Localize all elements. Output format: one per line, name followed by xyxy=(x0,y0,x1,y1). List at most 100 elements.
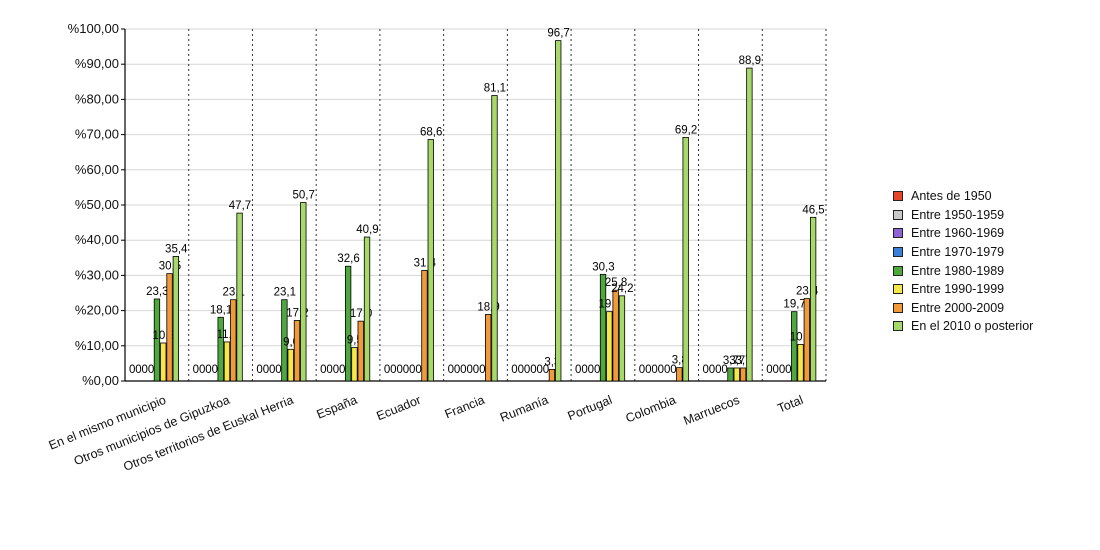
legend-swatch xyxy=(893,209,903,220)
data-label: 81,1 xyxy=(484,83,506,95)
bar xyxy=(618,295,626,382)
data-label: 32,6 xyxy=(337,253,359,265)
data-label: 0 xyxy=(537,364,543,376)
data-label: 0 xyxy=(530,364,536,376)
legend-swatch xyxy=(893,247,903,258)
bar xyxy=(357,320,364,382)
bar xyxy=(599,273,607,382)
data-label: 0 xyxy=(199,364,205,376)
legend-label: Entre 1970-1979 xyxy=(911,245,1005,260)
data-label: 0 xyxy=(454,364,460,376)
y-tick-label: %80,00 xyxy=(75,91,119,106)
data-label: 0 xyxy=(779,364,785,376)
data-label: 0 xyxy=(479,364,485,376)
legend-swatch xyxy=(893,321,903,332)
data-label: 0 xyxy=(415,364,421,376)
legend-label: Antes de 1950 xyxy=(911,189,992,204)
data-label: 0 xyxy=(333,364,339,376)
bar xyxy=(746,67,753,382)
data-label: 0 xyxy=(263,364,269,376)
bar xyxy=(485,314,492,382)
y-tick-label: %70,00 xyxy=(75,127,119,142)
data-label: 0 xyxy=(518,364,524,376)
bar xyxy=(172,255,180,382)
data-label: 0 xyxy=(702,364,708,376)
data-label: 0 xyxy=(670,364,676,376)
data-label: 18,1 xyxy=(210,304,232,316)
legend-item: Entre 1980-1989 xyxy=(893,261,1033,280)
legend-label: En el 2010 o posterior xyxy=(911,319,1034,334)
bar xyxy=(223,341,231,382)
legend-label: Entre 2000-2009 xyxy=(911,300,1005,315)
data-label: 0 xyxy=(320,364,326,376)
bar xyxy=(160,342,167,382)
y-tick-label: %90,00 xyxy=(75,56,119,71)
bar xyxy=(606,311,613,382)
bar xyxy=(548,368,556,382)
data-label: 23,1 xyxy=(274,287,296,299)
y-tick-label: %0,00 xyxy=(82,373,119,388)
bar xyxy=(739,367,747,382)
data-label: 0 xyxy=(409,364,415,376)
data-label: 0 xyxy=(460,364,466,376)
data-label: 0 xyxy=(473,364,479,376)
data-label: 0 xyxy=(212,364,218,376)
data-label: 0 xyxy=(588,364,594,376)
legend-swatch xyxy=(893,191,903,202)
x-tick-label: Portugal xyxy=(566,393,614,423)
bar xyxy=(809,216,817,382)
bar-chart: %0,00 %10,00 %20,00 %30,00 %40,00 %50,00 %60,0… xyxy=(47,21,827,474)
data-label: 46,5 xyxy=(802,204,824,216)
data-label: 0 xyxy=(448,364,454,376)
data-label: 19,7 xyxy=(783,299,805,311)
bar xyxy=(733,367,740,382)
x-tick-label: España xyxy=(315,393,360,422)
bar xyxy=(300,202,307,382)
data-label: 0 xyxy=(466,364,472,376)
legend-item: Entre 1960-1969 xyxy=(893,224,1033,243)
data-label: 0 xyxy=(543,364,549,376)
data-label: 88,9 xyxy=(739,55,761,67)
data-label: 0 xyxy=(651,364,657,376)
data-label: 69,2 xyxy=(675,124,697,136)
data-label: 25,8 xyxy=(605,277,627,289)
data-label: 24,2 xyxy=(611,283,633,295)
data-label: 0 xyxy=(390,364,396,376)
legend-item: Entre 2000-2009 xyxy=(893,299,1033,318)
legend-label: Entre 1990-1999 xyxy=(911,282,1005,297)
y-tick-label: %10,00 xyxy=(75,338,119,353)
data-label: 96,7 xyxy=(547,28,569,40)
y-tick-label: %60,00 xyxy=(75,162,119,177)
bar xyxy=(153,298,161,382)
bar xyxy=(427,139,434,382)
bar xyxy=(797,343,804,382)
data-label: 30,3 xyxy=(592,261,614,273)
y-tick-label: %50,00 xyxy=(75,197,119,212)
bar xyxy=(236,212,243,382)
data-label: 68,6 xyxy=(420,127,442,139)
data-label: 0 xyxy=(524,364,530,376)
bar xyxy=(555,40,562,382)
data-label: 0 xyxy=(715,364,721,376)
data-label: 0 xyxy=(658,364,664,376)
data-label: 3,7 xyxy=(729,355,745,367)
data-label: 0 xyxy=(396,364,402,376)
data-label: 40,9 xyxy=(356,224,378,236)
data-label: 0 xyxy=(142,364,148,376)
data-label: 0 xyxy=(403,364,409,376)
bar xyxy=(682,137,689,382)
legend-swatch xyxy=(893,284,903,295)
data-label: 0 xyxy=(129,364,135,376)
data-label: 0 xyxy=(511,364,517,376)
legend-label: Entre 1960-1969 xyxy=(911,226,1005,241)
bar xyxy=(612,289,619,382)
bar xyxy=(351,347,358,382)
y-tick-label: %40,00 xyxy=(75,232,119,247)
data-label: 0 xyxy=(785,364,791,376)
bar xyxy=(676,367,683,382)
data-label: 0 xyxy=(148,364,154,376)
data-label: 3,7 xyxy=(723,355,739,367)
bar xyxy=(727,367,734,382)
data-label: 0 xyxy=(275,364,281,376)
data-label: 0 xyxy=(594,364,600,376)
